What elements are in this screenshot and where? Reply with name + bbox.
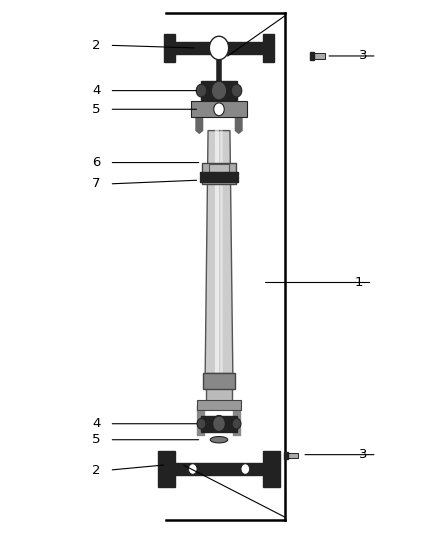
FancyArrow shape	[196, 109, 202, 133]
Bar	[175, 42, 263, 54]
Circle shape	[196, 84, 207, 97]
Circle shape	[232, 418, 241, 429]
FancyArrow shape	[236, 109, 242, 133]
Bar	[203, 373, 235, 389]
Bar	[287, 453, 298, 458]
Polygon shape	[205, 131, 233, 389]
Bar	[201, 81, 237, 100]
Bar	[209, 164, 229, 172]
Text: 2: 2	[92, 464, 101, 477]
Bar	[164, 463, 274, 475]
Text: 6: 6	[92, 156, 101, 169]
Bar	[191, 101, 247, 117]
Bar	[200, 180, 238, 182]
Text: 7: 7	[92, 177, 101, 190]
Circle shape	[209, 36, 229, 60]
Circle shape	[197, 418, 206, 429]
Circle shape	[214, 103, 224, 116]
Bar	[158, 451, 175, 487]
Circle shape	[231, 84, 242, 97]
Bar	[164, 34, 175, 62]
Text: 5: 5	[92, 103, 101, 116]
Bar	[284, 452, 288, 459]
Text: 4: 4	[92, 84, 101, 97]
Text: 2: 2	[92, 39, 101, 52]
Text: 1: 1	[355, 276, 364, 289]
Circle shape	[212, 416, 226, 432]
Circle shape	[241, 464, 250, 474]
Circle shape	[211, 81, 227, 100]
Circle shape	[188, 464, 197, 474]
Bar	[202, 163, 236, 184]
Text: 4: 4	[92, 417, 101, 430]
Bar	[263, 451, 280, 487]
Bar	[200, 176, 238, 179]
Bar	[310, 52, 314, 60]
Ellipse shape	[210, 437, 228, 443]
Bar	[201, 416, 237, 432]
Bar	[313, 53, 325, 59]
Text: 5: 5	[92, 433, 101, 446]
Text: 3: 3	[359, 50, 368, 62]
Bar	[200, 172, 238, 175]
Text: 3: 3	[359, 448, 368, 461]
Bar	[263, 34, 274, 62]
Bar	[197, 400, 241, 410]
Bar	[206, 373, 232, 408]
